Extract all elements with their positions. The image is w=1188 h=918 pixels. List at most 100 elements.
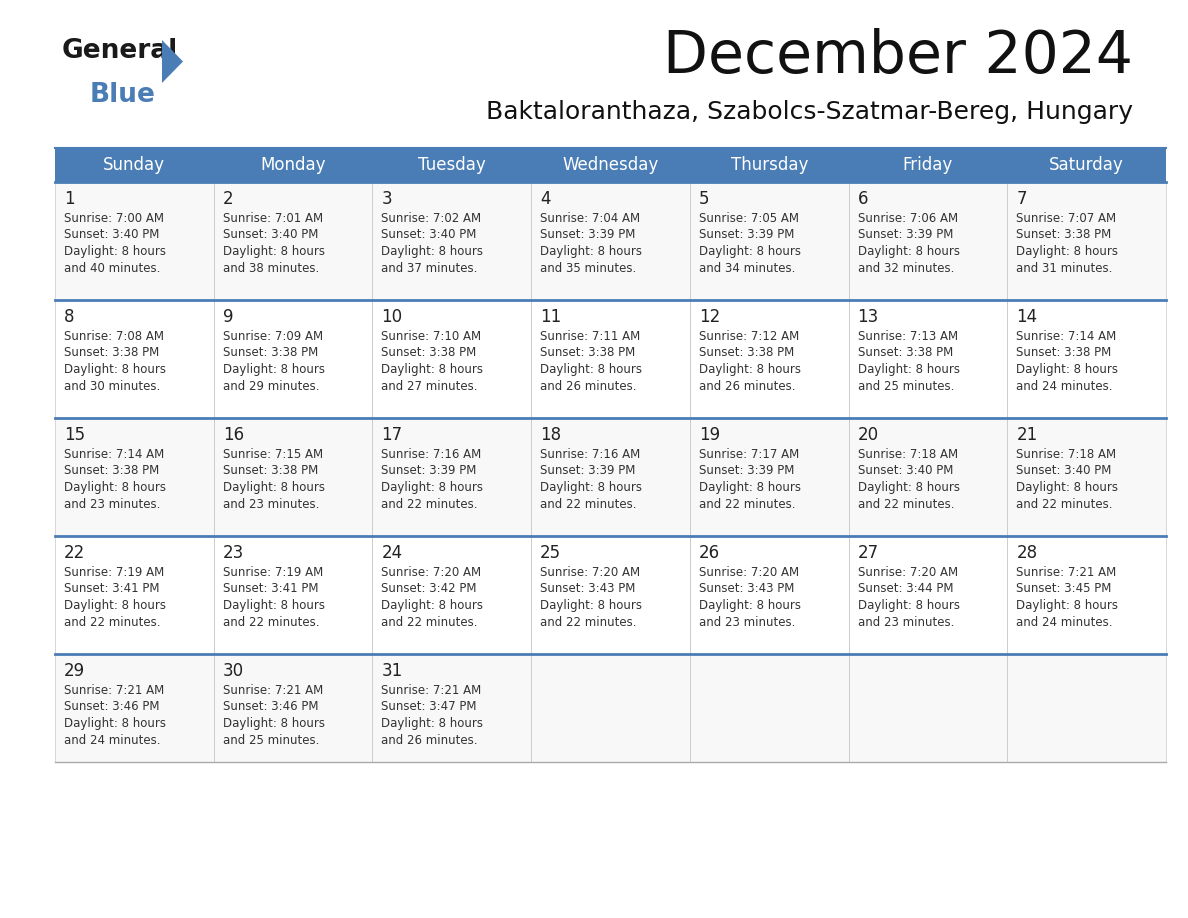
Text: December 2024: December 2024 [663, 28, 1133, 85]
Text: Sunrise: 7:14 AM: Sunrise: 7:14 AM [64, 448, 164, 461]
Bar [55, 536, 214, 654]
Text: 16: 16 [222, 426, 244, 444]
Text: 28: 28 [1016, 544, 1037, 562]
Text: Sunset: 3:38 PM: Sunset: 3:38 PM [1016, 229, 1112, 241]
Text: and 22 minutes.: and 22 minutes. [222, 615, 320, 629]
Text: Sunrise: 7:21 AM: Sunrise: 7:21 AM [1016, 566, 1117, 579]
Text: and 24 minutes.: and 24 minutes. [1016, 615, 1113, 629]
Text: Sunset: 3:38 PM: Sunset: 3:38 PM [381, 346, 476, 360]
Text: Daylight: 8 hours: Daylight: 8 hours [381, 481, 484, 494]
Text: Daylight: 8 hours: Daylight: 8 hours [699, 363, 801, 376]
Text: Sunset: 3:40 PM: Sunset: 3:40 PM [381, 229, 476, 241]
Bar [214, 182, 372, 300]
Text: Sunrise: 7:18 AM: Sunrise: 7:18 AM [1016, 448, 1117, 461]
Bar [531, 654, 690, 762]
Text: and 22 minutes.: and 22 minutes. [381, 498, 478, 510]
Text: and 25 minutes.: and 25 minutes. [222, 733, 320, 746]
Text: Sunset: 3:47 PM: Sunset: 3:47 PM [381, 700, 476, 713]
Bar [1007, 418, 1165, 536]
Text: 13: 13 [858, 308, 879, 326]
Text: Daylight: 8 hours: Daylight: 8 hours [699, 481, 801, 494]
Text: Sunrise: 7:05 AM: Sunrise: 7:05 AM [699, 212, 798, 225]
Text: and 23 minutes.: and 23 minutes. [222, 498, 320, 510]
Text: Sunset: 3:38 PM: Sunset: 3:38 PM [699, 346, 794, 360]
Text: Sunrise: 7:21 AM: Sunrise: 7:21 AM [381, 684, 481, 697]
Text: Daylight: 8 hours: Daylight: 8 hours [541, 481, 643, 494]
Text: 17: 17 [381, 426, 403, 444]
Text: Sunset: 3:39 PM: Sunset: 3:39 PM [381, 465, 476, 477]
Text: Daylight: 8 hours: Daylight: 8 hours [222, 717, 324, 730]
Text: Sunrise: 7:06 AM: Sunrise: 7:06 AM [858, 212, 958, 225]
Text: 25: 25 [541, 544, 561, 562]
Text: Blue: Blue [90, 82, 156, 108]
Text: 2: 2 [222, 190, 233, 208]
Text: Sunday: Sunday [103, 156, 165, 174]
Text: and 24 minutes.: and 24 minutes. [64, 733, 160, 746]
Text: Daylight: 8 hours: Daylight: 8 hours [381, 717, 484, 730]
Text: Sunset: 3:43 PM: Sunset: 3:43 PM [699, 583, 795, 596]
Bar [848, 300, 1007, 418]
Text: Sunset: 3:38 PM: Sunset: 3:38 PM [64, 346, 159, 360]
Text: Friday: Friday [903, 156, 953, 174]
Text: and 30 minutes.: and 30 minutes. [64, 379, 160, 393]
Text: Sunrise: 7:08 AM: Sunrise: 7:08 AM [64, 330, 164, 343]
Text: 4: 4 [541, 190, 551, 208]
Bar [55, 182, 214, 300]
Text: 14: 14 [1016, 308, 1037, 326]
Text: Sunset: 3:46 PM: Sunset: 3:46 PM [64, 700, 159, 713]
Text: and 31 minutes.: and 31 minutes. [1016, 262, 1113, 274]
Text: Daylight: 8 hours: Daylight: 8 hours [1016, 245, 1118, 258]
Text: and 38 minutes.: and 38 minutes. [222, 262, 318, 274]
Text: Sunset: 3:41 PM: Sunset: 3:41 PM [64, 583, 159, 596]
Bar [372, 418, 531, 536]
Bar [848, 182, 1007, 300]
Text: Daylight: 8 hours: Daylight: 8 hours [1016, 481, 1118, 494]
Text: Sunrise: 7:14 AM: Sunrise: 7:14 AM [1016, 330, 1117, 343]
Bar [1007, 536, 1165, 654]
Text: Daylight: 8 hours: Daylight: 8 hours [381, 245, 484, 258]
Bar [372, 654, 531, 762]
Text: 31: 31 [381, 662, 403, 680]
Text: Daylight: 8 hours: Daylight: 8 hours [64, 599, 166, 612]
Bar [848, 654, 1007, 762]
Text: Sunset: 3:40 PM: Sunset: 3:40 PM [222, 229, 318, 241]
Text: Sunset: 3:44 PM: Sunset: 3:44 PM [858, 583, 953, 596]
Text: 23: 23 [222, 544, 244, 562]
Text: Sunset: 3:38 PM: Sunset: 3:38 PM [64, 465, 159, 477]
Bar [848, 536, 1007, 654]
Text: and 32 minutes.: and 32 minutes. [858, 262, 954, 274]
Text: Sunset: 3:39 PM: Sunset: 3:39 PM [858, 229, 953, 241]
Bar [214, 536, 372, 654]
Text: Sunset: 3:40 PM: Sunset: 3:40 PM [1016, 465, 1112, 477]
Text: Sunset: 3:41 PM: Sunset: 3:41 PM [222, 583, 318, 596]
Text: and 23 minutes.: and 23 minutes. [699, 615, 795, 629]
Text: and 26 minutes.: and 26 minutes. [699, 379, 795, 393]
Text: 3: 3 [381, 190, 392, 208]
Text: and 37 minutes.: and 37 minutes. [381, 262, 478, 274]
Text: and 22 minutes.: and 22 minutes. [541, 615, 637, 629]
Text: Sunset: 3:46 PM: Sunset: 3:46 PM [222, 700, 318, 713]
Text: Sunset: 3:39 PM: Sunset: 3:39 PM [699, 229, 795, 241]
Bar [531, 536, 690, 654]
Bar [690, 654, 848, 762]
Text: 21: 21 [1016, 426, 1037, 444]
Text: Daylight: 8 hours: Daylight: 8 hours [1016, 599, 1118, 612]
Text: and 22 minutes.: and 22 minutes. [381, 615, 478, 629]
Text: Sunset: 3:42 PM: Sunset: 3:42 PM [381, 583, 476, 596]
Text: Daylight: 8 hours: Daylight: 8 hours [222, 245, 324, 258]
Text: Daylight: 8 hours: Daylight: 8 hours [222, 481, 324, 494]
Text: Sunset: 3:38 PM: Sunset: 3:38 PM [1016, 346, 1112, 360]
Text: Daylight: 8 hours: Daylight: 8 hours [64, 717, 166, 730]
Text: Sunrise: 7:10 AM: Sunrise: 7:10 AM [381, 330, 481, 343]
Bar [214, 300, 372, 418]
Text: and 25 minutes.: and 25 minutes. [858, 379, 954, 393]
Text: Sunset: 3:38 PM: Sunset: 3:38 PM [541, 346, 636, 360]
Bar [1007, 654, 1165, 762]
Text: and 29 minutes.: and 29 minutes. [222, 379, 320, 393]
Text: Sunset: 3:39 PM: Sunset: 3:39 PM [541, 465, 636, 477]
Text: Daylight: 8 hours: Daylight: 8 hours [858, 245, 960, 258]
Bar [690, 182, 848, 300]
Text: and 24 minutes.: and 24 minutes. [1016, 379, 1113, 393]
Text: 6: 6 [858, 190, 868, 208]
Text: Sunrise: 7:09 AM: Sunrise: 7:09 AM [222, 330, 323, 343]
